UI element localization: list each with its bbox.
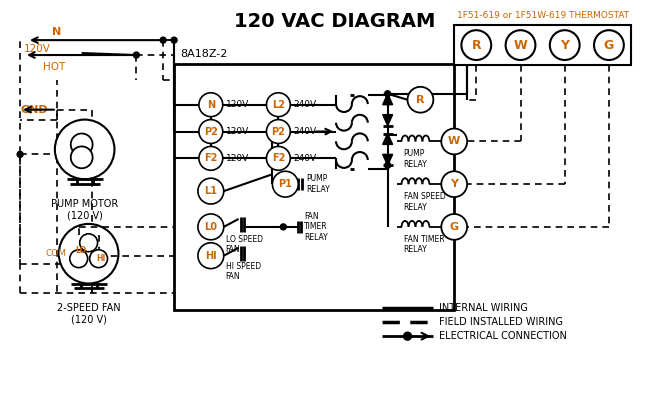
Text: INTERNAL WIRING: INTERNAL WIRING [440, 303, 528, 313]
Text: Y: Y [450, 179, 458, 189]
Circle shape [70, 250, 88, 268]
Text: LO SPEED
FAN: LO SPEED FAN [226, 235, 263, 254]
Text: F2: F2 [272, 153, 285, 163]
Text: L0: L0 [204, 222, 217, 232]
Circle shape [550, 30, 580, 60]
Text: N: N [207, 100, 215, 110]
Text: W: W [514, 39, 527, 52]
Circle shape [71, 146, 92, 168]
Text: P2: P2 [204, 127, 218, 137]
Circle shape [160, 37, 166, 43]
Circle shape [462, 30, 491, 60]
FancyBboxPatch shape [174, 64, 454, 310]
Circle shape [280, 224, 286, 230]
Text: LO: LO [75, 246, 86, 255]
Text: 240V: 240V [293, 100, 316, 109]
Text: COM: COM [46, 249, 66, 258]
Text: 1F51-619 or 1F51W-619 THERMOSTAT: 1F51-619 or 1F51W-619 THERMOSTAT [457, 11, 628, 20]
Circle shape [506, 30, 535, 60]
Text: G: G [450, 222, 459, 232]
Circle shape [133, 52, 139, 58]
Text: 8A18Z-2: 8A18Z-2 [180, 49, 228, 59]
Text: HI: HI [205, 251, 216, 261]
Text: Y: Y [560, 39, 570, 52]
Text: N: N [52, 27, 62, 37]
Text: HOT: HOT [43, 62, 65, 72]
Circle shape [385, 91, 391, 97]
Text: L2: L2 [272, 100, 285, 110]
FancyBboxPatch shape [454, 25, 631, 65]
Circle shape [594, 30, 624, 60]
Circle shape [199, 119, 222, 143]
Text: HI: HI [96, 254, 105, 263]
Circle shape [198, 178, 224, 204]
Text: 240V: 240V [293, 154, 316, 163]
Circle shape [442, 171, 467, 197]
Circle shape [199, 93, 222, 116]
Text: FIELD INSTALLED WIRING: FIELD INSTALLED WIRING [440, 317, 563, 327]
Circle shape [171, 37, 177, 43]
Circle shape [267, 146, 290, 170]
Text: 240V: 240V [293, 127, 316, 136]
Circle shape [385, 162, 391, 168]
Circle shape [267, 93, 290, 116]
Circle shape [442, 214, 467, 240]
Text: R: R [416, 95, 425, 105]
Text: PUMP
RELAY: PUMP RELAY [403, 150, 427, 169]
Text: PUMP MOTOR
(120 V): PUMP MOTOR (120 V) [51, 199, 119, 221]
Circle shape [267, 119, 290, 143]
Circle shape [80, 234, 98, 252]
Circle shape [403, 332, 411, 340]
Circle shape [198, 243, 224, 269]
Text: G: G [604, 39, 614, 52]
Text: PUMP
RELAY: PUMP RELAY [306, 174, 330, 194]
Text: P2: P2 [271, 127, 285, 137]
Text: 2-SPEED FAN
(120 V): 2-SPEED FAN (120 V) [57, 303, 121, 325]
Text: R: R [472, 39, 481, 52]
Circle shape [442, 129, 467, 154]
Circle shape [198, 214, 224, 240]
Polygon shape [383, 94, 393, 105]
Circle shape [199, 146, 222, 170]
Text: F2: F2 [204, 153, 218, 163]
Text: ELECTRICAL CONNECTION: ELECTRICAL CONNECTION [440, 331, 567, 341]
Circle shape [71, 134, 92, 155]
Circle shape [59, 224, 119, 284]
Circle shape [407, 87, 433, 113]
Text: L1: L1 [204, 186, 217, 196]
Circle shape [273, 171, 298, 197]
Circle shape [55, 119, 115, 179]
Polygon shape [383, 154, 393, 165]
Text: 120V: 120V [226, 154, 249, 163]
Polygon shape [383, 134, 393, 145]
Text: 120V: 120V [226, 127, 249, 136]
Text: FAN
TIMER
RELAY: FAN TIMER RELAY [304, 212, 328, 242]
Text: GND: GND [20, 105, 48, 115]
Text: 120 VAC DIAGRAM: 120 VAC DIAGRAM [234, 12, 436, 31]
Text: FAN TIMER
RELAY: FAN TIMER RELAY [403, 235, 444, 254]
Polygon shape [383, 115, 393, 126]
Text: HI SPEED
FAN: HI SPEED FAN [226, 261, 261, 281]
Circle shape [17, 151, 23, 158]
Text: 120V: 120V [24, 44, 51, 54]
Text: P1: P1 [279, 179, 292, 189]
Text: FAN SPEED
RELAY: FAN SPEED RELAY [403, 192, 446, 212]
Text: W: W [448, 137, 460, 147]
Circle shape [90, 250, 107, 268]
Text: 120V: 120V [226, 100, 249, 109]
